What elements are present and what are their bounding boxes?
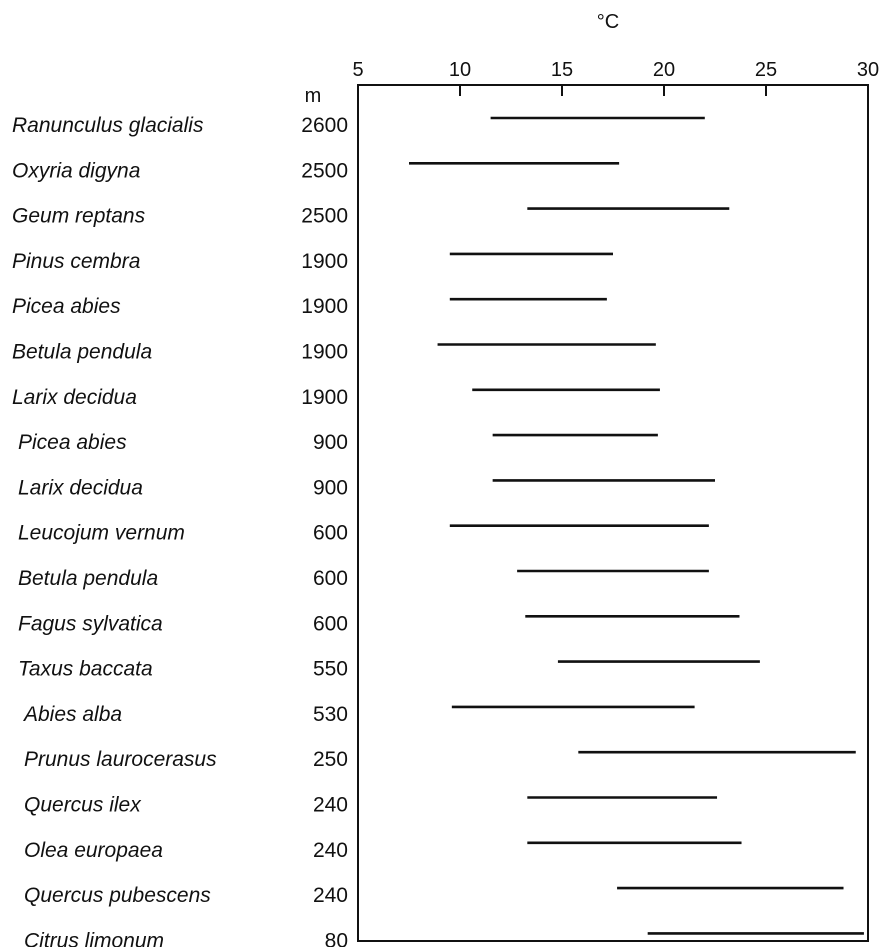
species-label: Quercus pubescens — [24, 884, 211, 907]
x-tick-label: 10 — [449, 59, 471, 81]
species-label: Quercus ilex — [24, 794, 142, 817]
x-axis-unit-label: °C — [597, 11, 619, 33]
altitude-label: 600 — [313, 567, 348, 590]
x-tick-label: 15 — [551, 59, 573, 81]
altitude-label: 550 — [313, 658, 348, 681]
species-label: Ranunculus glacialis — [12, 114, 204, 137]
species-label: Geum reptans — [12, 205, 146, 228]
altitude-label: 1900 — [301, 341, 348, 364]
altitude-label: 2500 — [301, 159, 348, 182]
species-label: Betula pendula — [12, 341, 152, 364]
x-tick-label: 30 — [857, 59, 879, 81]
species-label: Prunus laurocerasus — [24, 748, 217, 771]
plot-frame — [357, 84, 869, 942]
species-label: Larix decidua — [18, 476, 143, 499]
species-label: Abies alba — [22, 703, 122, 726]
species-label: Pinus cembra — [12, 250, 140, 273]
altitude-label: 2600 — [301, 114, 348, 137]
altitude-label: 600 — [313, 612, 348, 635]
altitude-label: 900 — [313, 431, 348, 454]
species-label: Larix decidua — [12, 386, 137, 409]
species-label: Oxyria digyna — [12, 159, 140, 182]
species-label: Leucojum vernum — [18, 522, 185, 545]
species-label: Citrus limonum — [24, 929, 164, 947]
altitude-label: 240 — [313, 839, 348, 862]
species-label: Taxus baccata — [18, 658, 153, 681]
x-axis-ticks: 5 10 15 20 25 30 — [352, 59, 879, 96]
species-label: Olea europaea — [24, 839, 163, 862]
species-label: Picea abies — [18, 431, 127, 454]
altitude-label: 250 — [313, 748, 348, 771]
species-rows: Ranunculus glacialis 2600 Oxyria digyna 250… — [12, 114, 864, 947]
altitude-label: 600 — [313, 522, 348, 545]
species-label: Picea abies — [12, 295, 121, 318]
altitude-label: 530 — [313, 703, 348, 726]
altitude-label: 900 — [313, 476, 348, 499]
altitude-label: 2500 — [301, 205, 348, 228]
altitude-label: 80 — [325, 929, 348, 947]
x-tick-label: 25 — [755, 59, 777, 81]
species-label: Fagus sylvatica — [18, 612, 163, 635]
altitude-label: 240 — [313, 794, 348, 817]
x-tick-label: 5 — [352, 59, 363, 81]
altitude-label: 1900 — [301, 250, 348, 273]
species-label: Betula pendula — [18, 567, 158, 590]
x-tick-label: 20 — [653, 59, 675, 81]
altitude-label: 1900 — [301, 295, 348, 318]
altitude-label: 240 — [313, 884, 348, 907]
altitude-unit-label: m — [305, 85, 322, 107]
altitude-label: 1900 — [301, 386, 348, 409]
